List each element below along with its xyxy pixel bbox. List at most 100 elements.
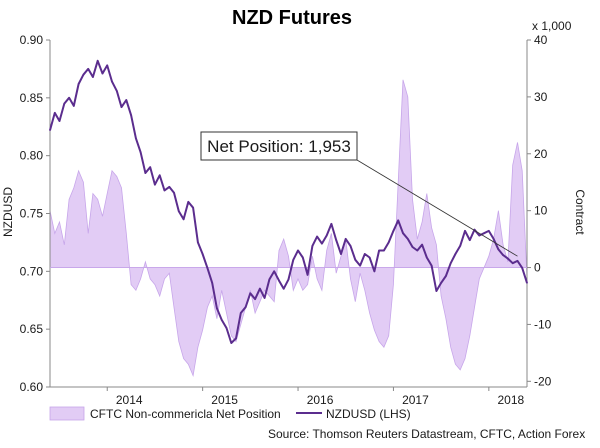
net-position-point [164,278,165,279]
net-position-point [202,330,203,331]
nzdusd-point [106,64,108,67]
net-position-point [393,284,394,285]
net-position-point [240,324,241,325]
nzdusd-point [278,279,280,282]
nzdusd-point [130,114,132,116]
nzdusd-point [416,249,419,252]
nzdusd-point [206,267,209,269]
nzdusd-point [516,260,519,262]
nzdusd-point [273,270,276,273]
nzdusd-point [507,257,509,260]
net-position-point [135,290,136,291]
net-position-point [388,335,389,336]
nzdusd-point [526,282,528,284]
net-position-point [288,256,289,257]
left-tick-label: 0.65 [20,322,44,336]
net-position-point [216,318,217,319]
right-axis-ticks: -20 -10 0 10 20 30 40 [527,33,552,388]
net-position-point [374,330,375,331]
net-position-point [116,176,117,177]
net-position-point [293,290,294,291]
nzdusd-point [302,256,304,259]
nzdusd-point [407,238,409,240]
nzdusd-point [378,249,380,252]
net-position-point [140,278,141,279]
net-position-point [297,278,298,279]
net-position-point [507,261,508,262]
net-position-point [464,358,465,359]
source-note: Source: Thomson Reuters Datastream, CFTC… [268,427,585,441]
nzdusd-point [411,246,414,248]
net-position-point [340,256,341,257]
net-position-point [221,290,222,291]
nzdusd-point [430,264,433,267]
nzdusd-point [144,172,147,174]
nzdusd-point [521,267,523,269]
nzdusd-point [178,210,180,212]
nzdusd-point [397,219,400,222]
net-position-point [259,301,260,302]
net-position-point [488,256,489,257]
net-position-point [455,364,456,365]
net-position-point [154,284,155,285]
net-position-point [131,284,132,285]
nzdusd-point [368,256,371,259]
nzdusd-point [158,174,161,177]
nzdusd-point [49,129,51,131]
net-position-point [331,233,332,234]
net-position-point [92,193,93,194]
net-position-area [49,79,528,378]
net-position-point [307,284,308,285]
net-position-point [278,250,279,251]
nzdusd-point [149,166,151,168]
net-position-point [517,142,518,143]
net-position-point [255,312,256,313]
legend-label-nzdusd: NZDUSD (LHS) [326,407,411,421]
net-position-point [512,165,513,166]
nzdusd-point [511,262,514,265]
nzdusd-point [73,105,75,107]
nzdusd-point [244,306,247,309]
nzdusd-point [58,120,61,122]
nzdusd-point [454,253,457,255]
nzdusd-point [464,230,466,232]
net-position-point [107,193,108,194]
left-tick-label: 0.75 [20,207,44,221]
x-axis-ticks: 2014 2015 2016 2017 2018 [106,387,525,407]
nzdusd-point [63,102,66,105]
nzdusd-point [330,223,333,225]
net-position-point [212,295,213,296]
net-position-point [193,375,194,376]
nzdusd-point [469,239,471,241]
nzdusd-point [230,342,233,344]
nzdusd-point [497,248,500,251]
nzdusd-point [111,80,113,83]
nzdusd-point [321,242,323,245]
left-axis-ticks: 0.60 0.65 0.70 0.75 0.80 0.85 0.90 [20,33,50,394]
net-position-point [369,312,370,313]
right-axis-title: Contract [573,189,587,235]
net-position-point [522,170,523,171]
nzdusd-point [54,112,56,114]
net-position-point [355,301,356,302]
net-position-point [169,273,170,274]
nzdusd-point [344,238,347,240]
net-position-point [336,273,337,274]
right-tick-label: -20 [534,374,552,388]
net-position-point [269,295,270,296]
nzdusd-point [259,287,261,290]
nzdusd-point [297,249,299,252]
nzdusd-point [173,191,175,194]
x-tick-label: 2018 [497,393,524,407]
callout-label: Net Position: 1,953 [207,137,351,156]
nzdusd-point [488,230,490,232]
nzdusd-point [163,189,166,192]
net-position-point [59,221,60,222]
net-position-point [54,233,55,234]
nzdusd-point [187,201,190,203]
nzdusd-point [325,234,328,237]
nzdusd-point [197,241,199,244]
net-position-point [178,341,179,342]
net-position-point [274,301,275,302]
nzdusd-point [220,319,223,321]
